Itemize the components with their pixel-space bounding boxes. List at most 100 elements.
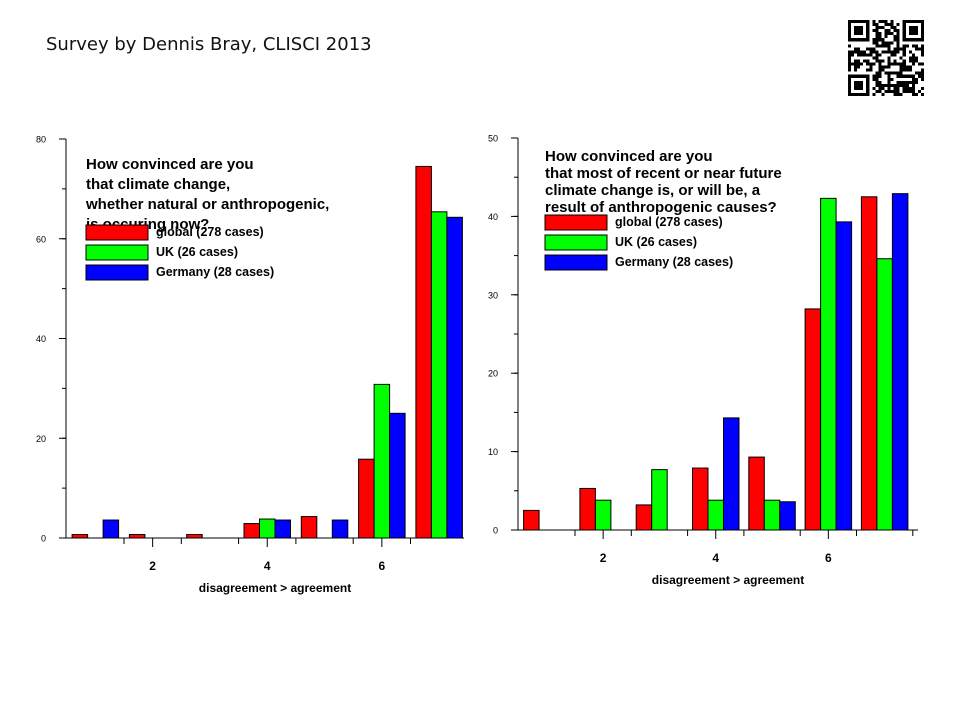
bar xyxy=(876,258,893,531)
qr-module xyxy=(896,35,900,39)
qr-module xyxy=(881,92,885,96)
qr-module xyxy=(884,89,888,93)
qr-module xyxy=(878,38,882,42)
qr-module xyxy=(887,71,891,75)
qr-module xyxy=(920,50,924,54)
qr-module xyxy=(911,89,915,93)
qr-module xyxy=(872,20,876,24)
qr-module xyxy=(890,20,894,24)
qr-module xyxy=(857,53,861,57)
qr-module xyxy=(911,77,915,81)
qr-module xyxy=(854,68,858,72)
qr-module xyxy=(890,32,894,36)
qr-module xyxy=(896,83,900,87)
qr-module xyxy=(854,47,858,51)
qr-module xyxy=(872,47,876,51)
qr-module xyxy=(902,86,906,90)
bar xyxy=(373,383,391,539)
slide-title: Survey by Dennis Bray, CLISCI 2013 xyxy=(46,34,372,55)
qr-module xyxy=(872,77,876,81)
qr-module xyxy=(899,65,903,69)
qr-module xyxy=(878,68,882,72)
qr-module xyxy=(893,83,897,87)
qr-module xyxy=(890,50,894,54)
qr-module xyxy=(902,50,906,54)
qr-module xyxy=(896,41,900,45)
qr-module xyxy=(890,83,894,87)
qr-module xyxy=(887,80,891,84)
qr-module xyxy=(881,50,885,54)
qr-module xyxy=(881,44,885,48)
qr-module xyxy=(911,44,915,48)
bar xyxy=(723,417,740,531)
qr-module xyxy=(896,92,900,96)
qr-module xyxy=(908,89,912,93)
qr-module xyxy=(857,59,861,63)
qr-module xyxy=(878,80,882,84)
qr-module xyxy=(872,41,876,45)
legend-swatch xyxy=(85,224,149,241)
qr-module xyxy=(878,86,882,90)
qr-module xyxy=(899,47,903,51)
qr-module xyxy=(884,23,888,27)
qr-module xyxy=(908,74,912,78)
qr-module xyxy=(905,68,909,72)
qr-module xyxy=(851,62,855,66)
y-tick-label: 30 xyxy=(488,290,498,300)
qr-module xyxy=(887,41,891,45)
qr-module xyxy=(875,83,879,87)
qr-module xyxy=(908,65,912,69)
qr-module xyxy=(893,47,897,51)
qr-module xyxy=(920,44,924,48)
qr-module xyxy=(881,83,885,87)
qr-module xyxy=(908,68,912,72)
qr-module xyxy=(884,41,888,45)
qr-module xyxy=(866,59,870,63)
qr-module xyxy=(878,53,882,57)
legend-swatch xyxy=(544,214,608,231)
qr-module xyxy=(917,47,921,51)
qr-module xyxy=(899,74,903,78)
x-tick-label: 2 xyxy=(600,551,607,565)
qr-module xyxy=(881,68,885,72)
qr-module xyxy=(908,80,912,84)
legend-swatch xyxy=(85,244,149,261)
qr-module xyxy=(914,71,918,75)
legend-label: UK (26 cases) xyxy=(156,245,238,259)
qr-module xyxy=(902,68,906,72)
bar xyxy=(102,519,120,539)
qr-module xyxy=(878,44,882,48)
qr-module xyxy=(920,71,924,75)
qr-module xyxy=(878,89,882,93)
qr-module xyxy=(878,59,882,63)
qr-module xyxy=(878,65,882,69)
x-tick-label: 6 xyxy=(825,551,832,565)
qr-module xyxy=(884,71,888,75)
qr-module xyxy=(899,62,903,66)
qr-module xyxy=(887,23,891,27)
qr-module xyxy=(911,80,915,84)
y-tick-label: 80 xyxy=(36,135,46,145)
qr-module xyxy=(875,71,879,75)
qr-module xyxy=(896,62,900,66)
bar xyxy=(300,516,318,539)
qr-module xyxy=(884,65,888,69)
qr-module xyxy=(899,68,903,72)
qr-finder xyxy=(908,26,918,36)
bar xyxy=(331,519,349,539)
bar xyxy=(635,504,653,531)
bar xyxy=(415,165,432,539)
qr-module xyxy=(857,62,861,66)
qr-module xyxy=(881,20,885,24)
qr-module xyxy=(902,74,906,78)
qr-module xyxy=(902,89,906,93)
bar xyxy=(860,196,878,531)
qr-module xyxy=(848,50,852,54)
qr-module xyxy=(893,92,897,96)
qr-module xyxy=(881,59,885,63)
bar xyxy=(259,518,276,539)
chart-title-line: is occuring now? xyxy=(86,216,209,233)
qr-code-icon xyxy=(848,20,924,96)
chart-title-line: result of anthropogenic causes? xyxy=(545,199,777,216)
